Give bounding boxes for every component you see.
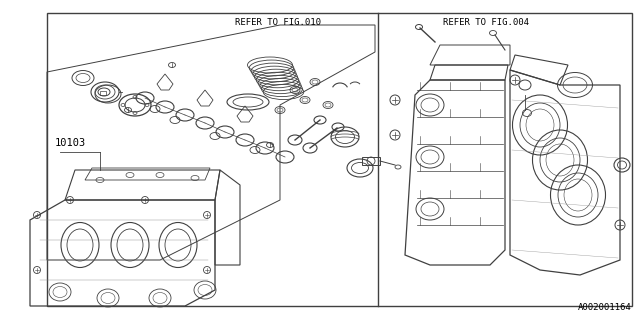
Bar: [362, 157, 380, 165]
Text: REFER TO FIG.010: REFER TO FIG.010: [236, 18, 321, 27]
Text: 10103: 10103: [55, 138, 86, 148]
Text: REFER TO FIG.004: REFER TO FIG.004: [444, 18, 529, 27]
Bar: [100, 91, 106, 95]
Text: A002001164: A002001164: [579, 303, 632, 312]
